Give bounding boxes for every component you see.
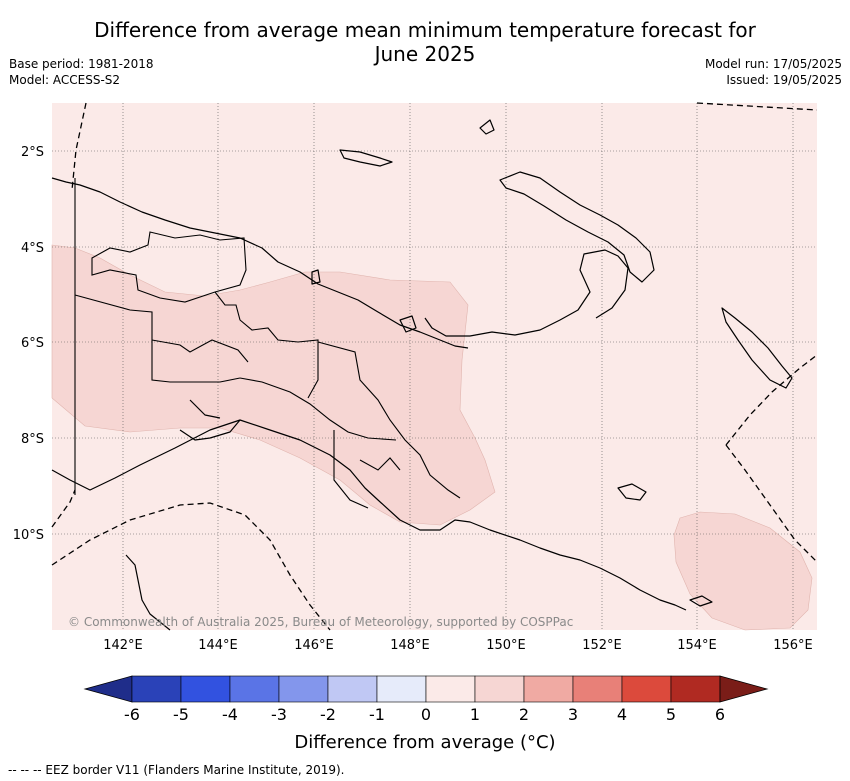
- colorbar-tick-label: 4: [617, 705, 627, 724]
- colorbar-tick-label: 0: [421, 705, 431, 724]
- rossel-island: [689, 595, 713, 607]
- lon-label: 150°E: [486, 638, 526, 653]
- lat-label: 2°S: [21, 145, 44, 160]
- colorbar-tick-label: 2: [519, 705, 529, 724]
- colorbar-segment: [376, 675, 427, 703]
- umboi-island: [399, 315, 417, 333]
- colorbar-segment: [180, 675, 231, 703]
- colorbar-tick-label: -4: [222, 705, 238, 724]
- gridlines: [52, 103, 817, 630]
- lon-label: 148°E: [390, 638, 430, 653]
- manus-island: [339, 149, 393, 167]
- new-ireland: [479, 119, 495, 135]
- lat-label: 4°S: [21, 241, 44, 256]
- lon-label: 154°E: [677, 638, 717, 653]
- colorbar-segment: [131, 675, 182, 703]
- colorbar-tick-label: -1: [369, 705, 385, 724]
- base-period: Base period: 1981-2018: [9, 57, 154, 71]
- colorbar-segment: [523, 675, 574, 703]
- colorbar-segment: [278, 675, 329, 703]
- colorbar-segments: [83, 675, 769, 703]
- colorbar-segment: [425, 675, 476, 703]
- colorbar-segment: [474, 675, 525, 703]
- new-guinea-north-coast: [51, 177, 469, 349]
- huon-peninsula: [424, 249, 629, 337]
- map-title: Difference from average mean minimum tem…: [0, 18, 850, 66]
- colorbar-tick-label: 3: [568, 705, 578, 724]
- colorbar-tick-label: 6: [715, 705, 725, 724]
- torres-strait-cape-york: [125, 554, 171, 631]
- lon-label: 144°E: [198, 638, 238, 653]
- colorbar-ticks: -6 -5 -4 -3 -2 -1 0 1 2 3 4 5 6: [124, 705, 725, 724]
- colorbar-tick-label: -5: [173, 705, 189, 724]
- title-line-1: Difference from average mean minimum tem…: [94, 18, 756, 42]
- colorbar-segment: [229, 675, 280, 703]
- colorbar-extend-low: [83, 675, 133, 703]
- coastlines: [51, 119, 793, 631]
- model-name: Model: ACCESS-S2: [9, 73, 121, 87]
- colorbar-segment: [572, 675, 623, 703]
- copyright-credit: © Commonwealth of Australia 2025, Bureau…: [68, 615, 573, 629]
- colorbar-segment: [621, 675, 672, 703]
- new-guinea-south-coast: [51, 419, 687, 611]
- colorbar-tick-label: -2: [320, 705, 336, 724]
- lat-label: 6°S: [21, 336, 44, 351]
- lat-label: 8°S: [21, 432, 44, 447]
- lon-label: 152°E: [582, 638, 622, 653]
- colorbar-tick-label: -3: [271, 705, 287, 724]
- province-boundaries: [74, 178, 461, 509]
- lat-label: 10°S: [13, 528, 44, 543]
- colorbar-tick-label: 5: [666, 705, 676, 724]
- colorbar-segment: [670, 675, 721, 703]
- lon-label: 142°E: [103, 638, 143, 653]
- bougainville: [721, 307, 793, 389]
- title-line-2: June 2025: [374, 42, 476, 66]
- lon-label: 146°E: [294, 638, 334, 653]
- right-metadata: Model run: 17/05/2025 Issued: 19/05/2025: [705, 56, 842, 88]
- colorbar-label: Difference from average (°C): [294, 732, 556, 753]
- fly-delta: [179, 399, 241, 441]
- model-run: Model run: 17/05/2025: [704, 57, 842, 71]
- colorbar-extend-high: [719, 675, 769, 703]
- new-britain: [499, 171, 655, 283]
- colorbar-segment: [327, 675, 378, 703]
- left-metadata: Base period: 1981-2018 Model: ACCESS-S2: [9, 56, 154, 88]
- eez-legend-footnote: -- -- -- EEZ border V11 (Flanders Marine…: [8, 763, 345, 777]
- issued-date: Issued: 19/05/2025: [726, 73, 842, 87]
- eez-borders: [51, 102, 818, 631]
- lon-label: 156°E: [773, 638, 813, 653]
- colorbar-tick-label: -6: [124, 705, 140, 724]
- longitude-labels: 142°E 144°E 146°E 148°E 150°E 152°E 154°…: [103, 638, 813, 653]
- karkar-island: [311, 269, 321, 285]
- goodenough-island: [617, 483, 647, 501]
- colorbar-tick-label: 1: [470, 705, 480, 724]
- latitude-labels: 2°S 4°S 6°S 8°S 10°S: [13, 145, 44, 543]
